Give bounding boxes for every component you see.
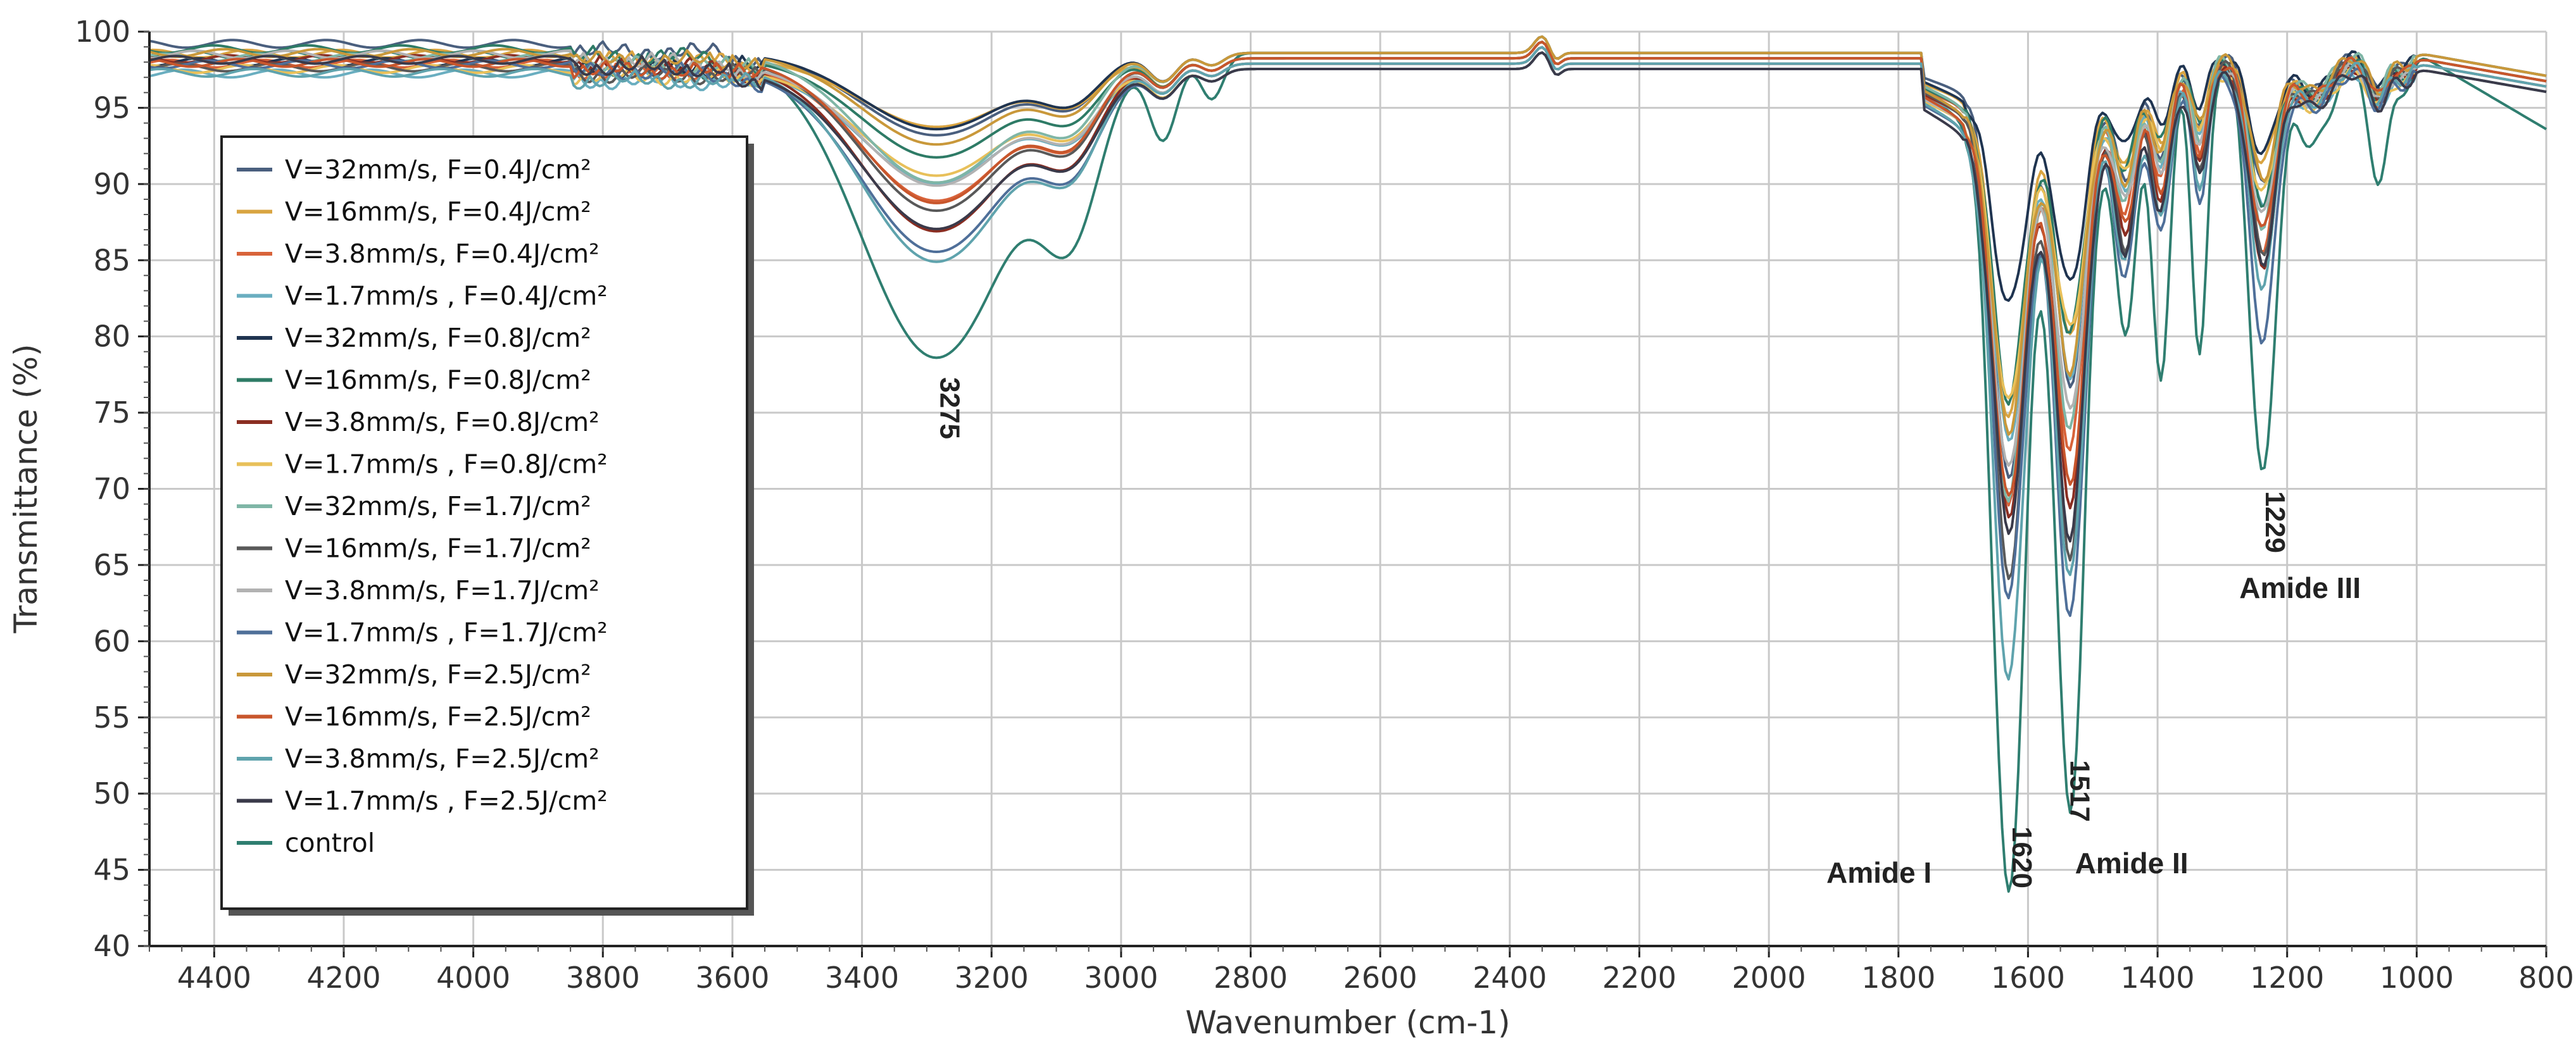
legend: V=32mm/s, F=0.4J/cm² V=16mm/s, F=0.4J/cm²… (220, 135, 754, 916)
legend-entry: V=16mm/s, F=0.8J/cm² (285, 365, 591, 395)
y-tick-labels: 40 45 50 55 60 65 70 75 80 85 90 95 100 (75, 15, 130, 963)
peak-label-1517: 1517 (2064, 760, 2095, 822)
y-tick-label: 40 (93, 929, 130, 963)
y-tick-label: 70 (93, 472, 130, 506)
legend-entry: V=3.8mm/s, F=1.7J/cm² (285, 575, 600, 606)
legend-entry: V=32mm/s, F=0.4J/cm² (285, 154, 591, 185)
x-tick-label: 1600 (1991, 961, 2065, 995)
x-axis-label: Wavenumber (cm-1) (1185, 1004, 1510, 1041)
peak-annotations: 3275 1620 1517 1229 Amide I Amide II Amide III (934, 377, 2361, 889)
x-tick-label: 3800 (566, 961, 640, 995)
legend-entry: V=1.7mm/s , F=0.8J/cm² (285, 449, 608, 480)
x-tick-label: 3200 (955, 961, 1029, 995)
x-tick-labels: 4400 4200 4000 3800 3600 3400 3200 3000 2800 2600… (177, 961, 2574, 995)
legend-entry: control (285, 828, 375, 858)
legend-entry: V=3.8mm/s, F=0.8J/cm² (285, 407, 600, 437)
x-tick-label: 800 (2518, 961, 2574, 995)
x-tick-label: 3000 (1084, 961, 1158, 995)
y-tick-label: 95 (93, 90, 130, 125)
series-line-14 (149, 40, 2547, 497)
legend-entry: V=3.8mm/s, F=2.5J/cm² (285, 744, 600, 774)
legend-entry: V=16mm/s, F=0.4J/cm² (285, 197, 591, 227)
legend-entry: V=3.8mm/s, F=0.4J/cm² (285, 239, 600, 269)
axes (138, 30, 2548, 957)
y-tick-label: 60 (93, 624, 130, 658)
legend-entry: V=1.7mm/s , F=1.7J/cm² (285, 618, 608, 648)
legend-entry: V=1.7mm/s , F=2.5J/cm² (285, 786, 608, 816)
region-label-amide-i: Amide I (1826, 856, 1932, 889)
peak-label-1229: 1229 (2259, 491, 2290, 553)
peak-label-3275: 3275 (934, 377, 965, 439)
legend-entry: V=16mm/s, F=2.5J/cm² (285, 702, 591, 732)
x-tick-label: 4200 (306, 961, 380, 995)
x-tick-label: 1200 (2250, 961, 2324, 995)
series-lines (149, 35, 2548, 893)
legend-entry: V=32mm/s, F=2.5J/cm² (285, 659, 591, 690)
x-tick-label: 3400 (825, 961, 899, 995)
region-label-amide-ii: Amide II (2075, 847, 2189, 880)
peak-label-1620: 1620 (2006, 826, 2037, 888)
legend-entry: V=16mm/s, F=1.7J/cm² (285, 533, 591, 564)
y-tick-label: 50 (93, 776, 130, 811)
x-tick-label: 2200 (1602, 961, 1676, 995)
y-tick-label: 45 (93, 853, 130, 887)
x-tick-label: 2800 (1214, 961, 1288, 995)
legend-entry: V=32mm/s, F=1.7J/cm² (285, 491, 591, 521)
y-tick-label: 80 (93, 320, 130, 354)
y-tick-label: 75 (93, 395, 130, 430)
y-tick-label: 85 (93, 243, 130, 277)
x-tick-label: 3600 (695, 961, 769, 995)
y-tick-label: 65 (93, 548, 130, 582)
x-tick-label: 1800 (1861, 961, 1935, 995)
x-tick-label: 1400 (2121, 961, 2195, 995)
legend-entry: V=32mm/s, F=0.8J/cm² (285, 323, 591, 353)
y-axis-label: Transmittance (%) (8, 344, 44, 634)
legend-entry: V=1.7mm/s , F=0.4J/cm² (285, 281, 608, 311)
y-tick-label: 55 (93, 700, 130, 735)
x-tick-label: 2000 (1732, 961, 1806, 995)
region-label-amide-iii: Amide III (2239, 571, 2361, 604)
y-tick-label: 100 (75, 15, 130, 49)
x-tick-label: 4400 (177, 961, 251, 995)
x-tick-label: 2400 (1473, 961, 1547, 995)
legend-box (220, 135, 748, 910)
x-tick-label: 4000 (436, 961, 510, 995)
y-tick-label: 90 (93, 167, 130, 201)
x-tick-label: 2600 (1343, 961, 1417, 995)
series-line-16 (149, 51, 2547, 543)
x-tick-label: 1000 (2380, 961, 2454, 995)
series-line-15 (149, 46, 2547, 681)
